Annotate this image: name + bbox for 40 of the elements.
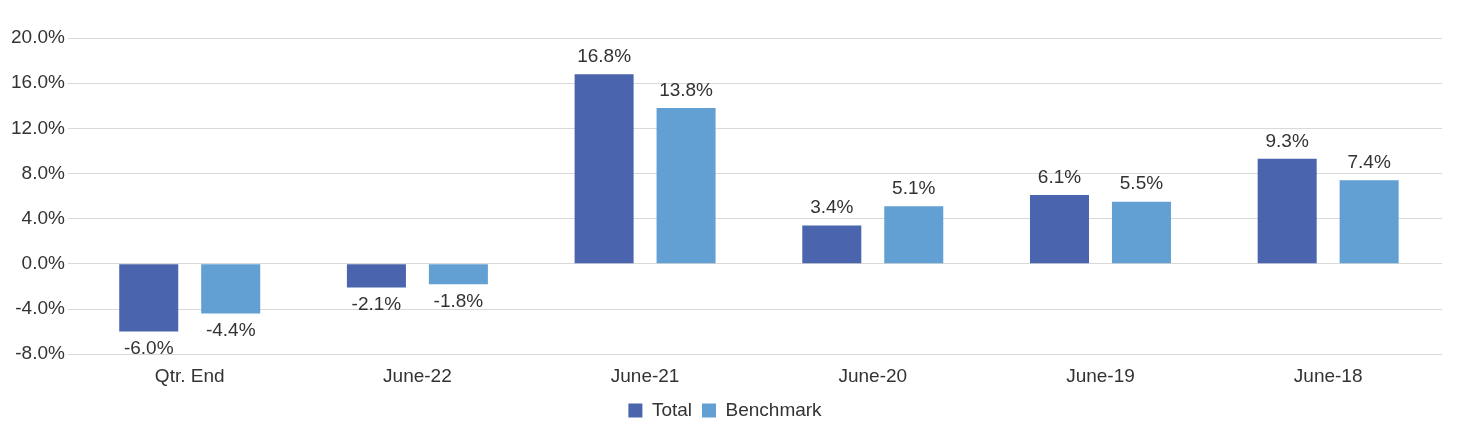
bar (1111, 201, 1171, 264)
y-tick-label: 20.0% (11, 26, 65, 48)
bar (428, 264, 488, 285)
x-tick-label: June-18 (1293, 364, 1363, 386)
bar (802, 225, 862, 264)
x-tick-label: June-21 (610, 364, 680, 386)
y-tick-label: -4.0% (15, 297, 65, 319)
y-tick-label: 0.0% (21, 252, 65, 274)
bar (1339, 180, 1399, 264)
bar (1029, 194, 1089, 264)
y-tick-label: 16.0% (11, 71, 65, 93)
data-label: 5.5% (1119, 172, 1164, 194)
data-label: -6.0% (123, 337, 174, 359)
y-tick-label: 12.0% (11, 116, 65, 138)
bar (574, 74, 634, 264)
data-label: 9.3% (1265, 129, 1309, 151)
x-tick-label: June-20 (838, 364, 908, 386)
x-tick-label: June-19 (1066, 364, 1135, 386)
data-label: -4.4% (205, 319, 256, 341)
bar (119, 264, 179, 332)
data-label: 16.8% (577, 44, 632, 66)
x-tick-label: Qtr. End (154, 364, 225, 386)
data-label: 6.1% (1037, 165, 1082, 187)
data-label: 3.4% (810, 196, 854, 218)
legend-label: Benchmark (725, 398, 823, 420)
bar (656, 108, 716, 264)
data-label: -2.1% (351, 293, 402, 315)
data-label: -1.8% (433, 289, 484, 311)
y-tick-label: 4.0% (21, 206, 65, 228)
data-label: 13.8% (659, 78, 714, 100)
x-tick-label: June-22 (383, 364, 452, 386)
bar (346, 264, 406, 288)
data-label: 5.1% (892, 177, 936, 198)
data-label: 7.4% (1347, 151, 1391, 173)
bar (201, 264, 261, 314)
y-tick-label: 8.0% (21, 161, 65, 183)
bar (1257, 158, 1317, 264)
legend-label: Total (651, 398, 693, 420)
bar (884, 206, 944, 264)
y-tick-label: -8.0% (15, 342, 65, 364)
